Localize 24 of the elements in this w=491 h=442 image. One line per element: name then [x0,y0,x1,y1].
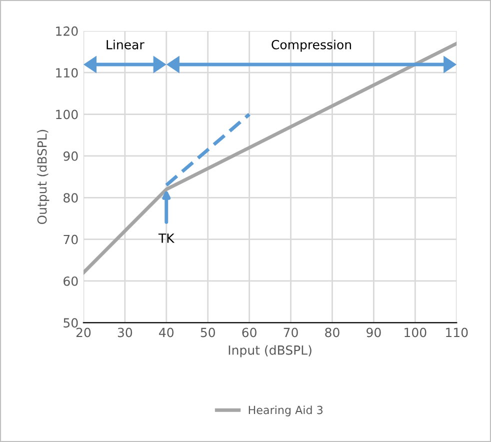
x-tick-label: 40 [159,328,174,338]
y-axis-title: Output (dBSPL) [37,130,50,224]
x-tick-label: 70 [284,328,298,338]
y-tick-label: 50 [64,318,78,328]
annotation: TK [158,234,175,243]
x-tick-label: 30 [118,328,132,338]
x-tick-label: 110 [446,328,468,338]
y-tick-label: 80 [64,193,78,203]
y-tick-label: 110 [56,68,78,78]
legend-label: Hearing Aid 3 [248,406,323,416]
x-axis-title: Input (dBSPL) [228,345,312,358]
y-tick-label: 60 [64,276,78,286]
y-tick-label: 70 [64,234,78,244]
x-tick-label: 20 [76,328,91,338]
x-tick-label: 50 [200,328,215,338]
y-tick-label: 100 [56,110,78,120]
annotation: Linear [106,40,144,50]
x-tick-label: 60 [242,328,256,338]
y-tick-label: 90 [63,151,78,161]
y-tick-label: 120 [56,26,78,36]
x-tick-label: 80 [325,328,340,338]
annotation: Compression [272,40,351,52]
x-tick-label: 90 [366,328,381,338]
x-tick-label: 100 [404,328,426,338]
